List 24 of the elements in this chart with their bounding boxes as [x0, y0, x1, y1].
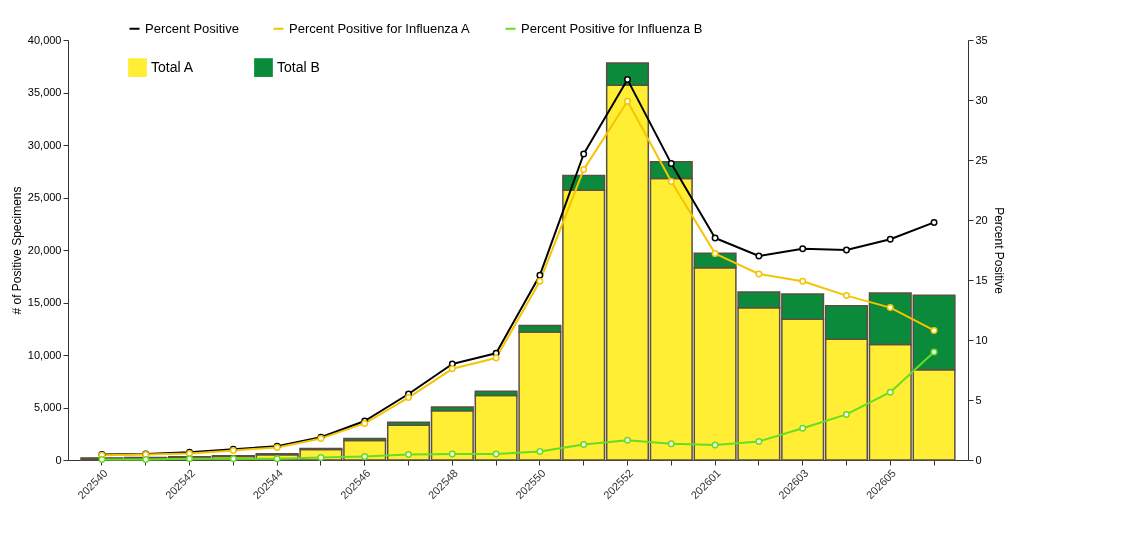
y2-tick-label: 35 [975, 33, 988, 46]
y-tick-label: 40,000 [27, 33, 62, 46]
legend-label: Total B [277, 58, 320, 75]
y2-axis-title: Percent Positive [991, 207, 1006, 295]
y-tick-label: 35,000 [27, 86, 62, 98]
y2-tick-label: 5 [975, 393, 982, 406]
y2-tick-label: 20 [975, 213, 988, 226]
y-tick-label: 15,000 [27, 296, 62, 308]
y2-tick-label: 30 [975, 93, 988, 106]
y2-tick-label: 10 [975, 333, 988, 346]
y-tick-label: 30,000 [27, 138, 62, 151]
y-tick-label: 10,000 [27, 348, 62, 361]
y-tick-label: 0 [55, 453, 62, 466]
legend-label: Percent Positive for Influenza B [521, 20, 703, 36]
y-tick-label: 25,000 [27, 191, 62, 203]
legend-label: Total A [151, 58, 194, 75]
y2-tick-label: 25 [975, 153, 988, 166]
y-axis-title: # of Positive Specimens [9, 186, 24, 315]
y-tick-label: 5,000 [33, 401, 62, 413]
y2-tick-label: 15 [975, 273, 988, 286]
y-tick-label: 20,000 [27, 243, 62, 256]
legend-label: Percent Positive for Influenza A [289, 20, 470, 36]
legend-label: Percent Positive [145, 20, 239, 36]
y2-tick-label: 0 [975, 453, 982, 466]
